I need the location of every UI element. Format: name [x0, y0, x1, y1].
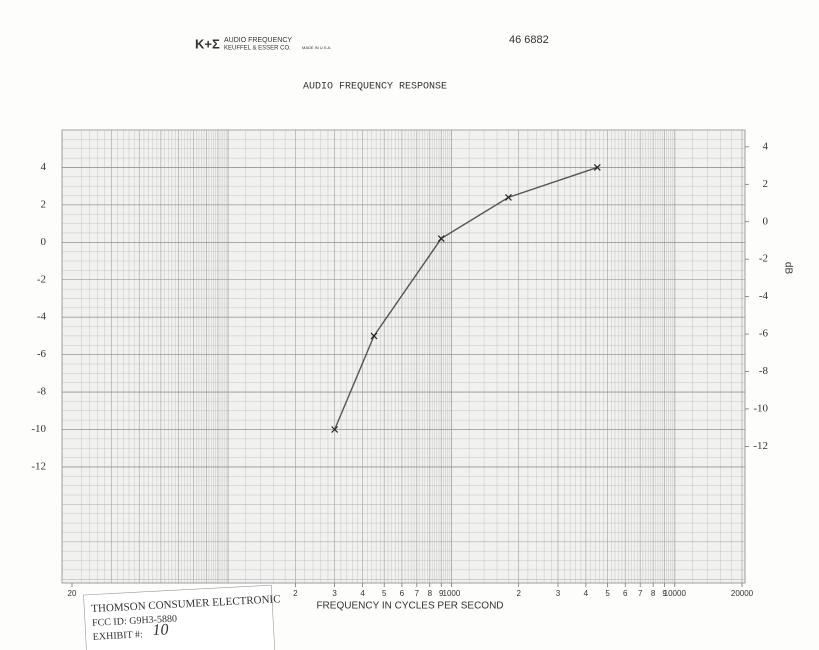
x-tick-label: 10000: [664, 589, 687, 598]
graph-paper: [61, 129, 746, 584]
data-point: [331, 426, 339, 433]
data-point: [505, 193, 512, 201]
x-tick-label: 6: [623, 589, 628, 598]
x-tick-label: 9: [439, 589, 444, 598]
stamp-exhibit-number: 10: [152, 621, 169, 639]
y2-tick-label: 0: [763, 215, 769, 227]
y2-tick-label: -10: [753, 402, 768, 414]
y-tick-label: -8: [37, 386, 47, 398]
data-point: [593, 164, 601, 171]
y-tick-label: 2: [41, 198, 47, 210]
x-tick-label: 3: [332, 589, 337, 598]
x-tick-label: 20: [68, 589, 77, 598]
y2-tick-label: -12: [753, 440, 768, 452]
stamp-fcc: FCC ID: G9H3-5880: [92, 613, 177, 628]
y-tick-label: 4: [41, 161, 47, 173]
x-tick-label: 4: [584, 589, 589, 598]
y2-tick-label: -8: [759, 365, 769, 377]
x-tick-label: 5: [605, 589, 610, 598]
x-tick-label: 2: [516, 589, 521, 598]
x-tick-label: 3: [556, 589, 561, 598]
data-point: [437, 235, 445, 242]
y-tick-label: -4: [37, 311, 47, 323]
y-tick-label: 0: [41, 236, 47, 248]
x-tick-label: 8: [428, 589, 433, 598]
x-tick-label: 7: [638, 589, 643, 598]
chart-title: AUDIO FREQUENCY RESPONSE: [303, 82, 447, 93]
y-tick-label: -2: [37, 273, 46, 285]
stamp-box: [83, 584, 276, 650]
y-tick-label: -12: [31, 460, 46, 472]
brand: AUDIO FREQUENCY: [224, 37, 292, 44]
origin: MADE IN U.S.A.: [302, 45, 331, 50]
x-tick-label: 6: [400, 589, 405, 598]
x-tick-label: 8: [651, 589, 656, 598]
x-tick-label: 9: [662, 589, 667, 598]
x-tick-label: 7: [415, 589, 420, 598]
stamp-exhibit-label: EXHIBIT #:: [93, 629, 144, 643]
y2-tick-label: -4: [759, 290, 769, 302]
catalog-number: 46 6882: [509, 34, 549, 46]
x-tick-label: 5: [382, 589, 387, 598]
x-tick-label: 1000: [443, 589, 461, 598]
y2-axis-label: dB: [782, 262, 793, 275]
x-tick-label: 20000: [731, 589, 754, 598]
y2-tick-label: -6: [759, 328, 769, 340]
y2-tick-label: 4: [763, 140, 769, 152]
y2-tick-label: -2: [759, 253, 768, 265]
y-tick-label: -10: [31, 423, 46, 435]
data-point: [370, 332, 378, 340]
x-axis-label: FREQUENCY IN CYCLES PER SECOND: [316, 601, 503, 612]
maker: KEUFFEL & ESSER CO.: [224, 46, 291, 52]
stamp: THOMSON CONSUMER ELECTRONIC FCC ID: G9H3…: [83, 584, 281, 650]
x-tick-label: 2: [293, 589, 298, 598]
y2-tick-label: 2: [763, 178, 769, 190]
x-tick-label: 4: [360, 589, 365, 598]
logo: K+Σ: [195, 36, 220, 51]
y-tick-label: -6: [37, 348, 47, 360]
